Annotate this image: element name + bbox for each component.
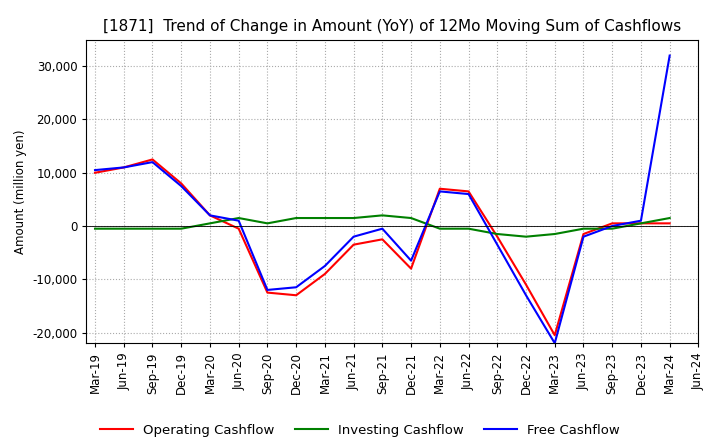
Operating Cashflow: [206, 213, 215, 218]
Free Cashflow: [436, 189, 444, 194]
Investing Cashflow: [349, 216, 358, 221]
Investing Cashflow: [464, 226, 473, 231]
Free Cashflow: [120, 165, 128, 170]
Line: Free Cashflow: Free Cashflow: [95, 55, 670, 343]
Operating Cashflow: [349, 242, 358, 247]
Operating Cashflow: [550, 333, 559, 338]
Investing Cashflow: [120, 226, 128, 231]
Free Cashflow: [493, 242, 502, 247]
Investing Cashflow: [292, 216, 300, 221]
Investing Cashflow: [579, 226, 588, 231]
Investing Cashflow: [493, 231, 502, 237]
Investing Cashflow: [407, 216, 415, 221]
Operating Cashflow: [91, 170, 99, 176]
Line: Operating Cashflow: Operating Cashflow: [95, 159, 670, 335]
Free Cashflow: [263, 287, 271, 293]
Free Cashflow: [608, 224, 616, 229]
Title: [1871]  Trend of Change in Amount (YoY) of 12Mo Moving Sum of Cashflows: [1871] Trend of Change in Amount (YoY) o…: [103, 19, 682, 34]
Free Cashflow: [91, 168, 99, 173]
Free Cashflow: [292, 285, 300, 290]
Investing Cashflow: [206, 221, 215, 226]
Free Cashflow: [320, 263, 329, 268]
Operating Cashflow: [464, 189, 473, 194]
Investing Cashflow: [636, 221, 645, 226]
Investing Cashflow: [177, 226, 186, 231]
Operating Cashflow: [436, 186, 444, 191]
Investing Cashflow: [665, 216, 674, 221]
Legend: Operating Cashflow, Investing Cashflow, Free Cashflow: Operating Cashflow, Investing Cashflow, …: [95, 418, 625, 440]
Operating Cashflow: [493, 234, 502, 239]
Operating Cashflow: [579, 231, 588, 237]
Operating Cashflow: [263, 290, 271, 295]
Free Cashflow: [148, 159, 157, 165]
Free Cashflow: [579, 234, 588, 239]
Operating Cashflow: [320, 271, 329, 277]
Free Cashflow: [378, 226, 387, 231]
Free Cashflow: [177, 183, 186, 189]
Investing Cashflow: [91, 226, 99, 231]
Operating Cashflow: [378, 237, 387, 242]
Investing Cashflow: [378, 213, 387, 218]
Operating Cashflow: [636, 221, 645, 226]
Operating Cashflow: [148, 157, 157, 162]
Free Cashflow: [349, 234, 358, 239]
Operating Cashflow: [608, 221, 616, 226]
Free Cashflow: [665, 53, 674, 58]
Investing Cashflow: [148, 226, 157, 231]
Free Cashflow: [550, 341, 559, 346]
Investing Cashflow: [522, 234, 531, 239]
Free Cashflow: [464, 191, 473, 197]
Free Cashflow: [235, 218, 243, 224]
Operating Cashflow: [522, 282, 531, 287]
Investing Cashflow: [608, 226, 616, 231]
Operating Cashflow: [407, 266, 415, 271]
Operating Cashflow: [292, 293, 300, 298]
Free Cashflow: [636, 218, 645, 224]
Investing Cashflow: [436, 226, 444, 231]
Free Cashflow: [206, 213, 215, 218]
Operating Cashflow: [665, 221, 674, 226]
Investing Cashflow: [263, 221, 271, 226]
Operating Cashflow: [120, 165, 128, 170]
Operating Cashflow: [177, 181, 186, 186]
Investing Cashflow: [320, 216, 329, 221]
Free Cashflow: [407, 258, 415, 263]
Investing Cashflow: [550, 231, 559, 237]
Line: Investing Cashflow: Investing Cashflow: [95, 215, 670, 237]
Y-axis label: Amount (million yen): Amount (million yen): [14, 129, 27, 253]
Operating Cashflow: [235, 226, 243, 231]
Free Cashflow: [522, 293, 531, 298]
Investing Cashflow: [235, 216, 243, 221]
